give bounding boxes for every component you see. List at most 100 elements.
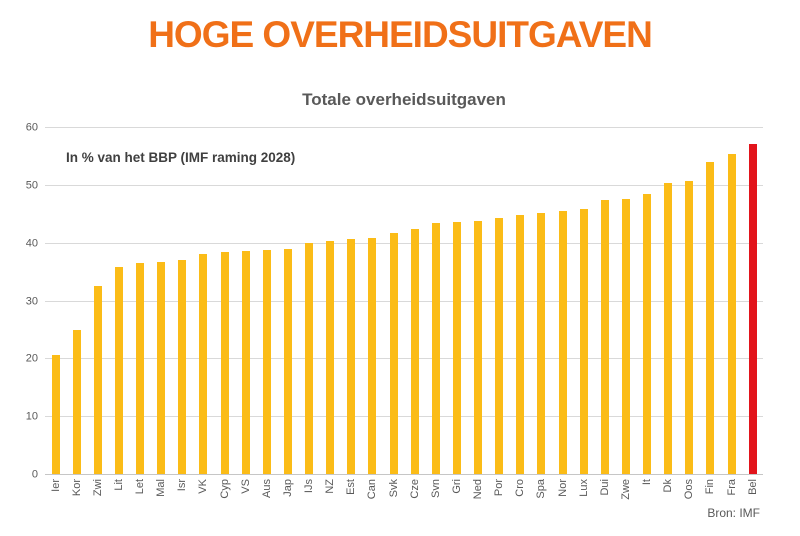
x-label-Zwi: Zwi bbox=[91, 479, 104, 497]
bar-Cyp bbox=[220, 251, 229, 475]
x-label-Mal: Mal bbox=[155, 479, 168, 497]
x-label-slot-Isr: Isr bbox=[172, 477, 193, 517]
x-label-Oos: Oos bbox=[683, 479, 696, 500]
x-label-slot-Cro: Cro bbox=[510, 477, 531, 517]
bar-column-Mal bbox=[151, 128, 172, 475]
bar-column-Ier bbox=[45, 128, 66, 475]
bar-column-Cro bbox=[510, 128, 531, 475]
bar-Mal bbox=[157, 262, 166, 475]
x-label-Cyp: Cyp bbox=[218, 479, 231, 499]
bar-column-Jap bbox=[277, 128, 298, 475]
x-label-Bel: Bel bbox=[746, 479, 759, 495]
x-label-Dk: Dk bbox=[662, 479, 675, 493]
bar-Cze bbox=[410, 229, 419, 475]
x-label-slot-Can: Can bbox=[362, 477, 383, 517]
bar-Lux bbox=[579, 208, 588, 475]
x-label-Let: Let bbox=[134, 479, 147, 495]
x-label-slot-Let: Let bbox=[130, 477, 151, 517]
bar-Svn bbox=[431, 223, 440, 475]
bar-column-Zwi bbox=[87, 128, 108, 475]
x-label-slot-Por: Por bbox=[489, 477, 510, 517]
x-label-slot-Gri: Gri bbox=[446, 477, 467, 517]
x-label-slot-Dk: Dk bbox=[658, 477, 679, 517]
bar-column-Can bbox=[362, 128, 383, 475]
x-label-slot-Lit: Lit bbox=[108, 477, 129, 517]
bar-Dui bbox=[600, 200, 609, 475]
page-title: HOGE OVERHEIDSUITGAVEN bbox=[148, 14, 653, 55]
bar-column-Gri bbox=[446, 128, 467, 475]
x-label-Nor: Nor bbox=[556, 479, 569, 497]
x-axis-labels: Ier Kor Zwi Lit Let Mal Isr VK Cyp VS Aus Jap IJs NZ E… bbox=[45, 477, 763, 517]
x-label-Fra: Fra bbox=[725, 479, 738, 496]
bar-NZ bbox=[326, 241, 335, 475]
x-label-Svn: Svn bbox=[429, 479, 442, 498]
bar-Por bbox=[495, 218, 504, 475]
x-label-Por: Por bbox=[493, 479, 506, 497]
y-tick-30: 30 bbox=[25, 295, 38, 307]
x-label-slot-Svk: Svk bbox=[383, 477, 404, 517]
bar-column-Cze bbox=[404, 128, 425, 475]
bar-column-VK bbox=[193, 128, 214, 475]
x-label-slot-Oos: Oos bbox=[679, 477, 700, 517]
x-axis-line bbox=[45, 474, 763, 475]
gridline-10 bbox=[45, 416, 763, 418]
chart-title: Totale overheidsuitgaven bbox=[302, 90, 506, 109]
y-axis: 0 10 20 30 40 50 60 bbox=[0, 122, 38, 480]
bar-Zwe bbox=[621, 198, 630, 475]
x-label-slot-NZ: NZ bbox=[320, 477, 341, 517]
x-label-Jap: Jap bbox=[281, 479, 294, 497]
y-tick-60: 60 bbox=[25, 121, 38, 134]
x-label-Gri: Gri bbox=[450, 479, 463, 494]
bar-column-Oos bbox=[679, 128, 700, 475]
x-label-slot-Mal: Mal bbox=[151, 477, 172, 517]
bar-Kor bbox=[72, 330, 81, 475]
y-tick-10: 10 bbox=[25, 410, 38, 423]
bar-column-Cyp bbox=[214, 128, 235, 475]
bar-column-IJs bbox=[299, 128, 320, 475]
bar-IJs bbox=[305, 242, 314, 475]
source-note: Bron: IMF bbox=[707, 506, 760, 520]
chart-annotation: In % van het BBP (IMF raming 2028) bbox=[66, 150, 296, 165]
x-label-Lux: Lux bbox=[577, 479, 590, 497]
bar-Cro bbox=[516, 215, 525, 475]
bar-column-Fra bbox=[721, 128, 742, 475]
bar-Dk bbox=[664, 182, 673, 475]
x-label-Svk: Svk bbox=[387, 479, 400, 498]
bar-Spa bbox=[537, 213, 546, 475]
x-label-Lit: Lit bbox=[112, 479, 125, 491]
x-label-Cze: Cze bbox=[408, 479, 421, 499]
x-label-slot-Jap: Jap bbox=[277, 477, 298, 517]
bar-Let bbox=[136, 263, 145, 475]
bar-column-Svn bbox=[425, 128, 446, 475]
x-label-slot-Kor: Kor bbox=[66, 477, 87, 517]
bar-VK bbox=[199, 253, 208, 475]
x-label-slot-Svn: Svn bbox=[425, 477, 446, 517]
bar-column-Dk bbox=[658, 128, 679, 475]
x-label-slot-Cyp: Cyp bbox=[214, 477, 235, 517]
x-label-Dui: Dui bbox=[598, 479, 611, 496]
bar-Zwi bbox=[93, 285, 102, 475]
bar-Est bbox=[347, 239, 356, 475]
x-label-slot-Ier: Ier bbox=[45, 477, 66, 517]
bar-column-Nor bbox=[552, 128, 573, 475]
bar-Lit bbox=[114, 267, 123, 475]
bar-Svk bbox=[389, 233, 398, 475]
gridline-40 bbox=[45, 242, 763, 244]
x-label-Est: Est bbox=[345, 479, 358, 495]
x-label-slot-Dui: Dui bbox=[594, 477, 615, 517]
bar-column-Kor bbox=[66, 128, 87, 475]
bar-Bel bbox=[748, 143, 757, 475]
x-label-slot-Cze: Cze bbox=[404, 477, 425, 517]
gridline-20 bbox=[45, 358, 763, 360]
bar-VS bbox=[241, 251, 250, 475]
bar-Jap bbox=[283, 248, 292, 475]
bar-column-Bel bbox=[742, 128, 763, 475]
bar-column-NZ bbox=[320, 128, 341, 475]
x-label-Ned: Ned bbox=[472, 479, 485, 500]
x-label-VS: VS bbox=[239, 479, 252, 494]
x-label-Aus: Aus bbox=[260, 479, 273, 498]
bar-series bbox=[45, 128, 763, 475]
bar-It bbox=[643, 193, 652, 475]
bar-Aus bbox=[262, 250, 271, 475]
x-label-Isr: Isr bbox=[176, 479, 189, 492]
